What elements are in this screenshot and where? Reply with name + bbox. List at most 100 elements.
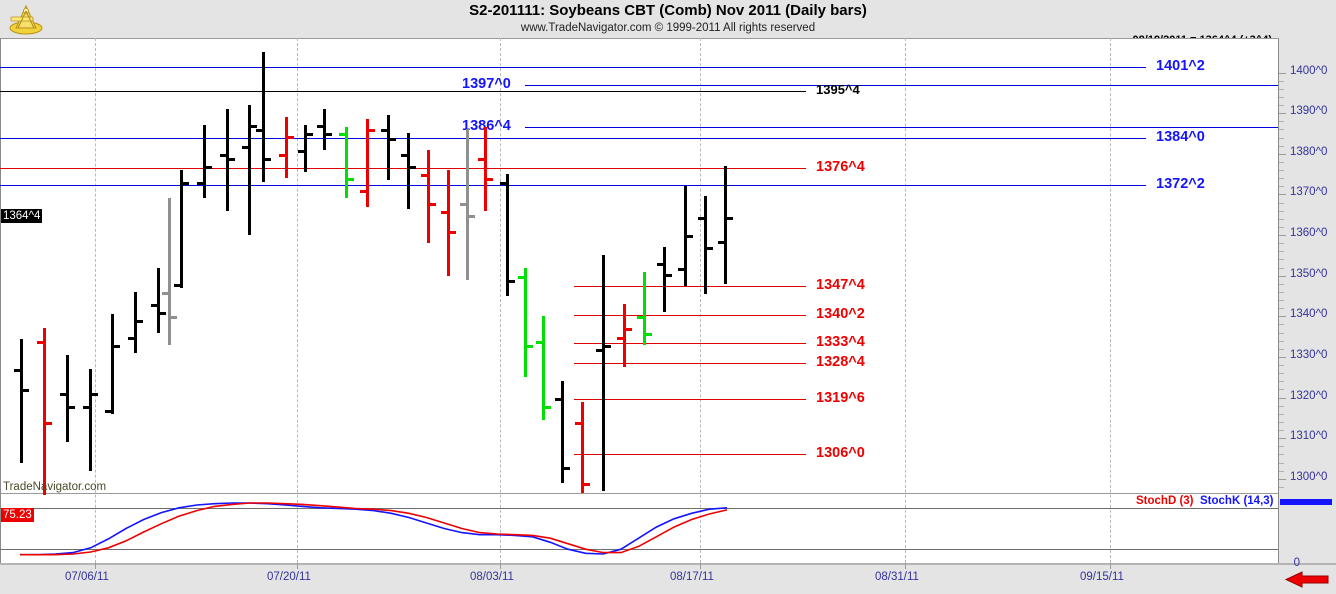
- ohlc-bar: [447, 170, 450, 276]
- price-axis-label-3: 1370^0: [1290, 186, 1328, 199]
- ohlc-open-tick: [37, 340, 43, 344]
- ohlc-close-tick: [430, 202, 436, 206]
- price-axis-label-6: 1340^0: [1290, 308, 1328, 321]
- ohlc-open-tick: [14, 369, 20, 373]
- ohlc-close-tick: [288, 135, 294, 139]
- price-tick-minor: [1279, 178, 1284, 180]
- price-tick-minor: [1279, 324, 1284, 326]
- ohlc-bar: [623, 304, 626, 368]
- ohlc-bar: [427, 149, 430, 244]
- price-level-label-1384^0: 1384^0: [1156, 128, 1205, 145]
- ohlc-close-tick: [509, 279, 515, 283]
- date-tick-1: [297, 563, 298, 569]
- ohlc-open-tick: [298, 149, 304, 153]
- ohlc-bar: [484, 127, 487, 211]
- price-pane[interactable]: [0, 38, 1278, 493]
- price-level-label-1328^4: 1328^4: [816, 354, 865, 370]
- ohlc-open-tick: [220, 153, 226, 157]
- price-tick-minor: [1279, 243, 1284, 245]
- price-level-label-1395^4: 1395^4: [816, 81, 860, 97]
- ohlc-bar: [466, 129, 469, 280]
- ohlc-open-tick: [401, 153, 407, 157]
- vertical-gridline-3: [700, 38, 701, 563]
- ohlc-bar: [684, 186, 687, 286]
- ohlc-close-tick: [46, 421, 52, 425]
- ohlc-open-tick: [256, 129, 262, 133]
- price-level-label-1306^0: 1306^0: [816, 445, 865, 462]
- ohlc-open-tick: [174, 283, 180, 287]
- ohlc-bar: [134, 291, 137, 353]
- price-tick-minor: [1279, 291, 1284, 293]
- date-axis-label-1: 07/20/11: [267, 571, 311, 583]
- ohlc-bar: [89, 369, 92, 471]
- ohlc-open-tick: [718, 241, 724, 245]
- price-level-label-1340^2: 1340^2: [816, 306, 865, 323]
- ohlc-close-tick: [369, 129, 375, 133]
- date-tick-0: [95, 563, 96, 569]
- ohlc-close-tick: [206, 165, 212, 169]
- ohlc-close-tick: [527, 344, 533, 348]
- price-axis-pane[interactable]: [1278, 38, 1336, 563]
- price-tick-minor: [1279, 105, 1284, 107]
- price-tick-minor: [1279, 340, 1284, 342]
- ohlc-open-tick: [242, 145, 248, 149]
- ohlc-open-tick: [83, 405, 89, 409]
- ohlc-bar: [323, 109, 326, 150]
- ohlc-open-tick: [339, 133, 345, 137]
- price-level-line-1395^4: [0, 90, 806, 92]
- price-tick-minor: [1279, 96, 1284, 98]
- ohlc-close-tick: [545, 405, 551, 409]
- ohlc-bar: [157, 267, 160, 333]
- chart-subtitle: www.TradeNavigator.com © 1999-2011 All r…: [520, 22, 816, 34]
- ohlc-open-tick: [555, 397, 561, 401]
- price-axis-label-1: 1390^0: [1290, 105, 1328, 118]
- price-tick-minor: [1279, 121, 1284, 123]
- price-level-line-1347^4: [574, 285, 806, 287]
- price-axis-label-8: 1320^0: [1290, 389, 1328, 402]
- vertical-gridline-2: [500, 38, 501, 563]
- price-tick-major-0: [1279, 72, 1286, 74]
- price-axis-label-7: 1330^0: [1290, 348, 1328, 361]
- ohlc-bar: [248, 105, 251, 236]
- price-tick-minor: [1279, 210, 1284, 212]
- ohlc-open-tick: [279, 153, 285, 157]
- price-level-line-1397^0: [525, 84, 1278, 86]
- price-tick-minor: [1279, 348, 1284, 350]
- ohlc-open-tick: [360, 190, 366, 194]
- ohlc-open-tick: [441, 210, 447, 214]
- ohlc-close-tick: [410, 165, 416, 169]
- price-tick-minor: [1279, 462, 1284, 464]
- ohlc-close-tick: [584, 482, 590, 486]
- date-tick-4: [905, 563, 906, 569]
- chart-title: S2-201111: Soybeans CBT (Comb) Nov 2011 …: [469, 2, 867, 19]
- ohlc-close-tick: [326, 133, 332, 137]
- date-axis-pane[interactable]: [0, 563, 1336, 594]
- ohlc-bar: [387, 115, 390, 181]
- ohlc-open-tick: [128, 336, 134, 340]
- ohlc-close-tick: [348, 178, 354, 182]
- price-tick-minor: [1279, 365, 1284, 367]
- ohlc-close-tick: [605, 344, 611, 348]
- price-level-label-1401^2: 1401^2: [1156, 58, 1205, 75]
- ohlc-bar: [506, 174, 509, 296]
- ohlc-open-tick: [536, 340, 542, 344]
- ohlc-bar: [20, 338, 23, 463]
- indicator-pane[interactable]: [0, 493, 1278, 563]
- ohlc-bar: [663, 247, 666, 313]
- price-level-line-1340^2: [574, 315, 806, 317]
- ohlc-bar: [203, 125, 206, 199]
- price-level-line-1319^6: [574, 398, 806, 400]
- price-tick-minor: [1279, 226, 1284, 228]
- ohlc-bar: [643, 271, 646, 345]
- scroll-left-arrow-icon[interactable]: [1284, 570, 1330, 588]
- ohlc-close-tick: [69, 405, 75, 409]
- price-axis-label-0: 1400^0: [1290, 64, 1328, 77]
- price-axis-label-5: 1350^0: [1290, 267, 1328, 280]
- ohlc-bar: [366, 119, 369, 207]
- date-axis-label-3: 08/17/11: [670, 571, 714, 583]
- ohlc-close-tick: [229, 157, 235, 161]
- price-tick-major-8: [1279, 397, 1286, 399]
- ohlc-bar: [285, 117, 288, 179]
- ohlc-open-tick: [60, 393, 66, 397]
- price-level-label-1386^4: 1386^4: [462, 118, 511, 135]
